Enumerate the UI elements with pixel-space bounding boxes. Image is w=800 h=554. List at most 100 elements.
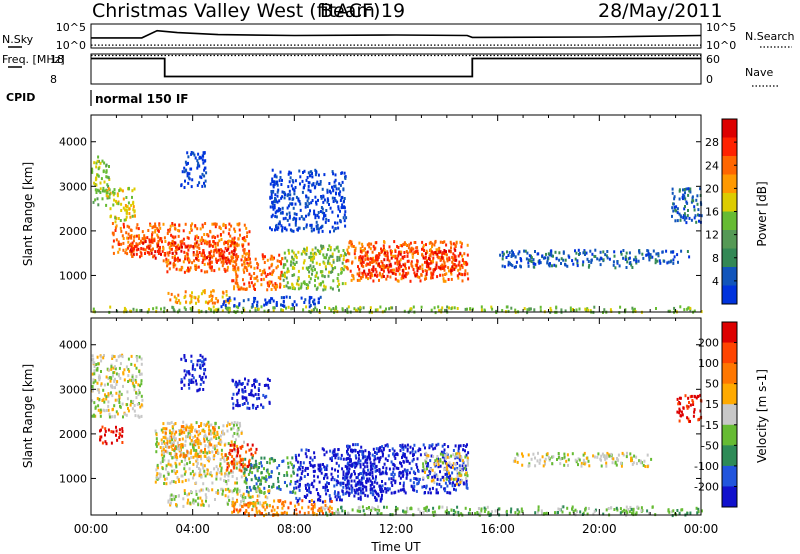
velocity-panel-cell [442,478,445,482]
velocity-panel-cell [456,467,459,470]
velocity-panel-cell [302,461,305,465]
velocity-panel-cell [160,438,163,442]
power-panel-cell [203,291,206,295]
power-panel-cell [299,202,302,206]
velocity-panel-cell [337,495,340,499]
velocity-panel-cell [324,503,327,507]
power-panel-cell [315,202,318,206]
velocity-panel-cell [336,452,339,456]
power-panel-cell [374,308,377,312]
power-panel-cell [131,189,134,193]
noise-right-label: N.Search [745,30,795,43]
power-panel-cell [291,283,294,287]
velocity-panel-cell [98,390,101,394]
velocity-panel-cell [116,412,119,416]
velocity-panel-cell [416,482,419,486]
velocity-panel-cell [452,449,455,452]
power-panel-cell [140,254,143,258]
power-panel-cell [427,264,430,268]
velocity-panel-cell [169,501,172,505]
power-panel-cell [310,170,313,174]
power-panel-cell [309,264,312,268]
velocity-panel-cell [158,472,161,476]
velocity-panel-cell [162,435,165,439]
velocity-panel-cell [202,482,205,486]
velocity-panel-cell [346,447,349,451]
velocity-panel-cell [426,505,428,509]
velocity-panel-cell [384,487,387,491]
power-panel-cell [244,258,247,262]
velocity-panel-cell [444,472,447,476]
power-panel-cell [620,252,623,256]
power-panel-cell [306,246,308,250]
noise-right-tick-bottom: 10^0 [706,39,736,52]
velocity-panel-cell [161,460,164,463]
power-panel-cell [599,263,602,267]
power-panel-cell [235,305,238,309]
power-panel-cell [665,249,668,253]
power-panel-cell [325,267,327,271]
velocity-panel-cell [464,464,467,468]
power-panel-cell [410,262,413,266]
power-panel-cell [285,295,288,299]
velocity-panel-cell [277,476,279,480]
power-panel-cell [364,251,367,255]
velocity-panel-cell [367,468,369,472]
power-panel-cell [383,249,386,252]
velocity-panel-cell [366,455,369,459]
velocity-panel-cell [466,486,469,490]
velocity-panel-cell [338,495,341,499]
power-panel-cell [216,234,219,238]
power-panel-cell [328,203,330,206]
power-panel-cell [233,241,236,245]
power-panel-cell [312,308,315,312]
power-panel-cell [233,246,236,250]
power-panel-cell [369,247,372,251]
power-panel-cell [243,262,246,266]
power-panel-cell [389,306,392,310]
power-panel-cell [99,161,102,165]
velocity-panel-cell [181,474,184,478]
power-panel-cell [256,304,259,308]
velocity-panel-cell [208,459,210,463]
power-panel-cell [685,187,688,191]
velocity-panel-cell [427,464,430,468]
power-panel-cell [558,251,561,255]
power-panel-cell [444,279,447,283]
power-panel-cell [264,255,266,259]
velocity-panel-cell [163,441,166,445]
velocity-panel-cell [372,489,374,493]
velocity-panel-cell [326,464,329,468]
power-panel-cell [246,231,249,235]
power-panel-cell [214,222,217,226]
power-panel-cell [430,261,433,265]
power-panel-cell [641,252,644,256]
velocity-panel-cell [309,491,312,495]
velocity-panel-cell [436,474,439,478]
power-panel-cell [426,250,429,254]
power-panel-cell [358,258,361,262]
power-panel-cell [280,224,283,228]
velocity-panel-cell [333,450,336,454]
power-panel-cell [242,299,245,303]
velocity-panel-cell [173,455,176,459]
power-panel-cell [279,274,282,278]
power-panel-cell [225,257,227,260]
velocity-panel-cell [237,434,240,438]
velocity-panel-cell [319,467,322,471]
velocity-panel-cell [95,363,98,366]
power-panel-cell [432,269,435,273]
power-panel-cell [314,268,316,272]
power-panel-cell [169,227,172,231]
velocity-panel-cell [364,449,367,453]
velocity-panel-cell [212,445,215,449]
velocity-panel-cell [231,462,234,466]
velocity-panel-cell [290,463,293,467]
velocity-panel-cell [306,473,309,476]
power-panel-cell [441,266,444,270]
power-panel-cell [590,258,593,262]
power-panel-cell [302,261,305,265]
power-panel-cell [131,214,134,218]
power-panel-cell [383,309,386,313]
velocity-panel-cell [157,442,160,446]
